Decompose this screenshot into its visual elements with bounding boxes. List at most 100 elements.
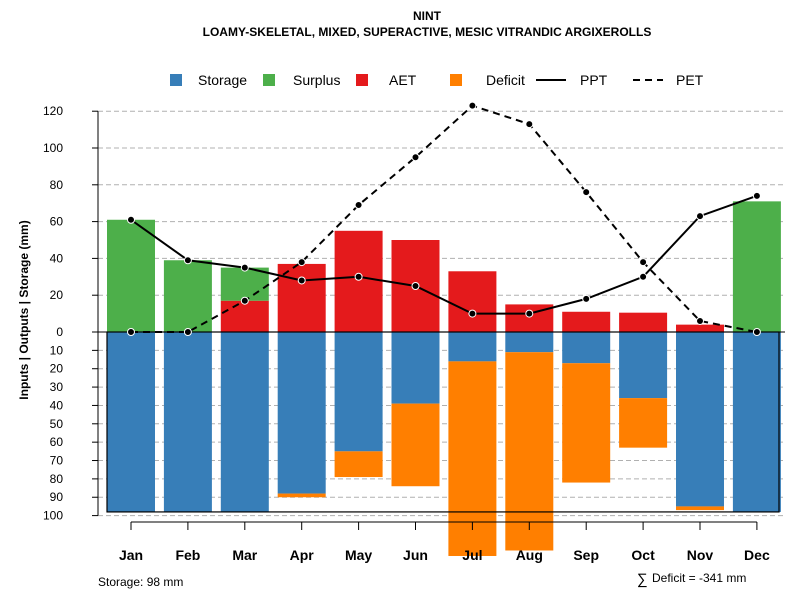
pet-point (183, 328, 192, 336)
storage-bar (619, 332, 668, 399)
storage-bar (732, 332, 781, 512)
y-tick-label: 20 (50, 362, 64, 376)
chart-subtitle: LOAMY-SKELETAL, MIXED, SUPERACTIVE, MESI… (203, 25, 652, 39)
x-tick-label: Sep (573, 547, 599, 563)
x-tick-label: Feb (175, 547, 200, 563)
ppt-point (297, 276, 306, 285)
storage-bar (107, 332, 155, 512)
aet-bar (277, 263, 326, 332)
aet-bar (448, 271, 497, 332)
legend: Storage Surplus AET Deficit PPT PET (170, 72, 704, 88)
ppt-point (411, 282, 420, 290)
deficit-bar (277, 493, 326, 498)
ppt-point (582, 294, 591, 303)
legend-storage-label: Storage (198, 72, 247, 88)
legend-storage-swatch (170, 74, 182, 86)
ppt-point (240, 263, 249, 272)
y-tick-label: 70 (50, 454, 64, 468)
chart-title: NINT (413, 9, 442, 23)
surplus-bar (107, 219, 155, 332)
deficit-bar (562, 363, 611, 483)
legend-deficit-label: Deficit (486, 72, 525, 88)
storage-bar (277, 332, 326, 494)
ppt-point (468, 309, 477, 318)
x-tick-label: Jan (119, 547, 143, 563)
pet-point (411, 153, 420, 162)
storage-bar (448, 332, 497, 362)
deficit-bar (676, 506, 724, 511)
x-tick-label: Apr (290, 547, 315, 563)
sum-icon: ∑ (637, 571, 648, 588)
deficit-bar (334, 451, 383, 478)
deficit-bar (505, 352, 554, 551)
pet-point (468, 101, 477, 110)
y-tick-label: 60 (50, 435, 64, 449)
y-tick-label: 0 (56, 325, 63, 339)
x-tick-label: Oct (631, 547, 655, 563)
ppt-point (127, 215, 135, 224)
y-axis-label: Inputs | Outputs | Storage (mm) (17, 220, 31, 399)
legend-deficit-swatch (450, 74, 462, 86)
legend-aet-swatch (356, 74, 368, 86)
pet-point (127, 328, 135, 336)
aet-bar (676, 324, 724, 332)
ppt-point (354, 272, 363, 281)
ppt-line (130, 194, 758, 315)
y-tick-label: 30 (50, 380, 64, 394)
aet-bar (619, 312, 668, 332)
storage-bar (391, 332, 440, 404)
y-tick-label: 40 (50, 398, 64, 412)
pet-point (752, 328, 761, 336)
legend-ppt-label: PPT (580, 72, 608, 88)
y-tick-label: 60 (50, 215, 64, 229)
surplus-bar (163, 260, 212, 332)
legend-surplus-swatch (263, 74, 275, 86)
footer-deficit: Deficit = -341 mm (652, 571, 746, 585)
y-tick-label: 50 (50, 417, 64, 431)
lines-layer (127, 101, 761, 336)
ppt-point (183, 256, 192, 265)
legend-pet-label: PET (676, 72, 704, 88)
pet-point (354, 201, 363, 210)
deficit-bar (619, 398, 668, 448)
footer-storage: Storage: 98 mm (98, 575, 183, 589)
legend-aet-label: AET (389, 72, 417, 88)
storage-bar (676, 332, 724, 507)
y-tick-label: 10 (50, 343, 64, 357)
ppt-point (525, 309, 534, 318)
pet-point (582, 188, 591, 197)
y-tick-label: 80 (50, 178, 64, 192)
legend-surplus-label: Surplus (293, 72, 340, 88)
y-tick-label: 90 (50, 490, 64, 504)
pet-point (696, 316, 704, 325)
bars-layer (106, 201, 781, 556)
x-tick-label: Jul (462, 547, 482, 563)
deficit-bar (391, 403, 440, 487)
pet-point (525, 120, 534, 129)
axes: 0 20 40 60 80 100 120 10 20 30 40 50 60 70 80 90 100 Jan F… (43, 104, 785, 563)
x-tick-label: Jun (403, 547, 428, 563)
x-tick-label: Aug (516, 547, 543, 563)
aet-bar (334, 230, 383, 332)
storage-bar (562, 332, 611, 364)
y-tick-label: 40 (50, 251, 64, 265)
x-tick-label: Nov (687, 547, 714, 563)
y-tick-label: 100 (43, 509, 63, 523)
storage-bar (334, 332, 383, 452)
pet-point (240, 296, 249, 305)
pet-line (131, 104, 758, 333)
x-tick-label: May (345, 547, 372, 563)
y-tick-label: 80 (50, 472, 64, 486)
ppt-point (752, 191, 761, 200)
storage-bar (163, 332, 212, 512)
x-tick-label: Mar (232, 547, 257, 563)
y-tick-label: 20 (50, 288, 64, 302)
surplus-bar (220, 267, 269, 301)
storage-bar (505, 332, 554, 353)
y-tick-label: 100 (43, 141, 63, 155)
ppt-point (696, 212, 704, 221)
x-tick-label: Dec (744, 547, 770, 563)
ppt-point (639, 272, 648, 281)
storage-bar (220, 332, 269, 512)
